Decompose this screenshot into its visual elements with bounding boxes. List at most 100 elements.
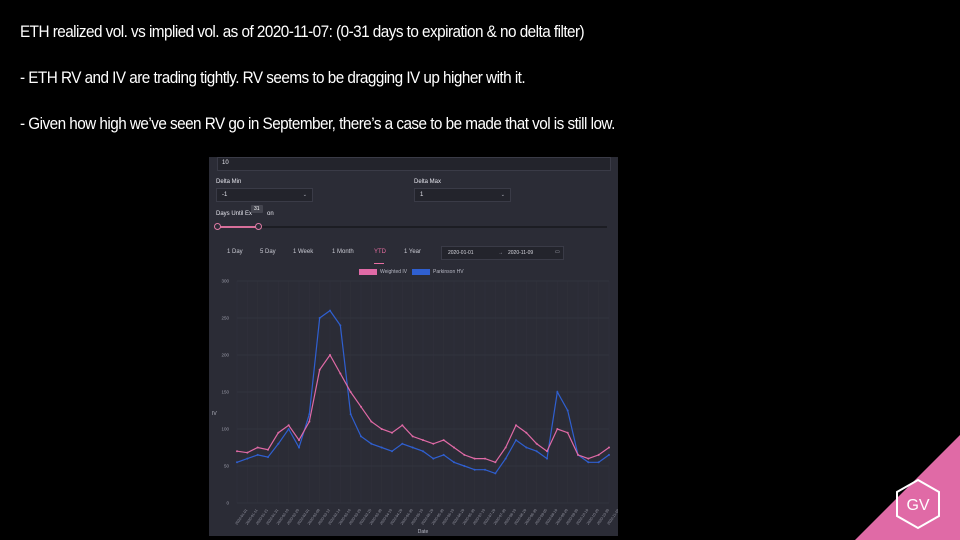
- data-point[interactable]: [536, 443, 538, 445]
- data-point[interactable]: [443, 454, 445, 456]
- x-axis-label: Date: [418, 529, 429, 535]
- tab-1-year[interactable]: 1 Year: [404, 249, 421, 255]
- data-point[interactable]: [277, 432, 279, 434]
- data-point[interactable]: [546, 450, 548, 452]
- delta-max-select[interactable]: 1 ⌄: [414, 188, 511, 202]
- data-point[interactable]: [484, 469, 486, 471]
- data-point[interactable]: [277, 443, 279, 445]
- data-point[interactable]: [525, 447, 527, 449]
- data-point[interactable]: [525, 432, 527, 434]
- data-point[interactable]: [515, 424, 517, 426]
- data-point[interactable]: [370, 421, 372, 423]
- data-point[interactable]: [598, 461, 600, 463]
- data-point[interactable]: [432, 458, 434, 460]
- data-point[interactable]: [246, 452, 248, 454]
- data-point[interactable]: [546, 458, 548, 460]
- data-point[interactable]: [360, 406, 362, 408]
- tab-1-day[interactable]: 1 Day: [227, 249, 243, 255]
- data-point[interactable]: [308, 413, 310, 415]
- data-point[interactable]: [463, 465, 465, 467]
- data-point[interactable]: [556, 391, 558, 393]
- chart-grid: [237, 281, 609, 503]
- data-point[interactable]: [236, 450, 238, 452]
- calendar-icon[interactable]: ▭: [555, 249, 560, 255]
- data-point[interactable]: [567, 432, 569, 434]
- data-point[interactable]: [329, 354, 331, 356]
- days-slider[interactable]: [217, 226, 607, 228]
- data-point[interactable]: [401, 424, 403, 426]
- data-point[interactable]: [236, 461, 238, 463]
- tab-5-day[interactable]: 5 Day: [260, 249, 276, 255]
- data-point[interactable]: [339, 324, 341, 326]
- data-point[interactable]: [453, 447, 455, 449]
- data-point[interactable]: [484, 458, 486, 460]
- y-tick-label: 200: [221, 353, 229, 358]
- data-point[interactable]: [505, 458, 507, 460]
- days-label-left: Days Until Ex: [216, 211, 252, 217]
- data-point[interactable]: [360, 435, 362, 437]
- data-point[interactable]: [443, 439, 445, 441]
- data-point[interactable]: [381, 428, 383, 430]
- y-tick-label: 0: [226, 501, 229, 506]
- chevron-down-icon: ⌄: [303, 192, 307, 198]
- chevron-down-icon: ⌄: [501, 192, 505, 198]
- data-point[interactable]: [608, 447, 610, 449]
- data-point[interactable]: [329, 310, 331, 312]
- slider-knob-min[interactable]: [214, 223, 221, 230]
- data-point[interactable]: [319, 369, 321, 371]
- data-point[interactable]: [577, 454, 579, 456]
- data-point[interactable]: [422, 450, 424, 452]
- top-input[interactable]: 10: [217, 157, 611, 171]
- data-point[interactable]: [505, 447, 507, 449]
- data-point[interactable]: [391, 432, 393, 434]
- data-point[interactable]: [536, 450, 538, 452]
- data-point[interactable]: [267, 456, 269, 458]
- slider-knob-max[interactable]: [255, 223, 262, 230]
- data-point[interactable]: [556, 428, 558, 430]
- data-point[interactable]: [350, 391, 352, 393]
- data-point[interactable]: [422, 439, 424, 441]
- data-point[interactable]: [401, 443, 403, 445]
- data-point[interactable]: [608, 454, 610, 456]
- data-point[interactable]: [474, 469, 476, 471]
- data-point[interactable]: [257, 454, 259, 456]
- delta-min-select[interactable]: -1 ⌄: [216, 188, 313, 202]
- data-point[interactable]: [308, 421, 310, 423]
- tab-1-month[interactable]: 1 Month: [332, 249, 354, 255]
- data-point[interactable]: [494, 472, 496, 474]
- data-point[interactable]: [412, 447, 414, 449]
- data-point[interactable]: [432, 443, 434, 445]
- data-point[interactable]: [288, 424, 290, 426]
- data-point[interactable]: [298, 447, 300, 449]
- data-point[interactable]: [350, 413, 352, 415]
- y-tick-label: 250: [221, 316, 229, 321]
- data-point[interactable]: [319, 317, 321, 319]
- data-point[interactable]: [246, 458, 248, 460]
- data-point[interactable]: [587, 461, 589, 463]
- data-point[interactable]: [288, 428, 290, 430]
- tab-1-week[interactable]: 1 Week: [293, 249, 313, 255]
- data-point[interactable]: [474, 458, 476, 460]
- data-point[interactable]: [587, 458, 589, 460]
- tab-ytd[interactable]: YTD: [374, 249, 386, 255]
- data-point[interactable]: [463, 454, 465, 456]
- data-point[interactable]: [598, 454, 600, 456]
- data-point[interactable]: [339, 373, 341, 375]
- data-point[interactable]: [267, 449, 269, 451]
- data-point[interactable]: [494, 461, 496, 463]
- data-point[interactable]: [453, 461, 455, 463]
- date-to[interactable]: 2020-11-09: [508, 250, 533, 256]
- data-point[interactable]: [298, 439, 300, 441]
- date-range-picker[interactable]: 2020-01-01 → 2020-11-09: [441, 246, 564, 260]
- data-point[interactable]: [515, 439, 517, 441]
- date-from[interactable]: 2020-01-01: [448, 250, 474, 256]
- y-axis: 050100150200250300: [221, 279, 229, 506]
- data-point[interactable]: [391, 450, 393, 452]
- y-tick-label: 150: [221, 390, 229, 395]
- data-point[interactable]: [567, 410, 569, 412]
- data-point[interactable]: [412, 435, 414, 437]
- data-point[interactable]: [381, 447, 383, 449]
- data-point[interactable]: [370, 443, 372, 445]
- y-tick-label: 300: [221, 279, 229, 284]
- data-point[interactable]: [257, 447, 259, 449]
